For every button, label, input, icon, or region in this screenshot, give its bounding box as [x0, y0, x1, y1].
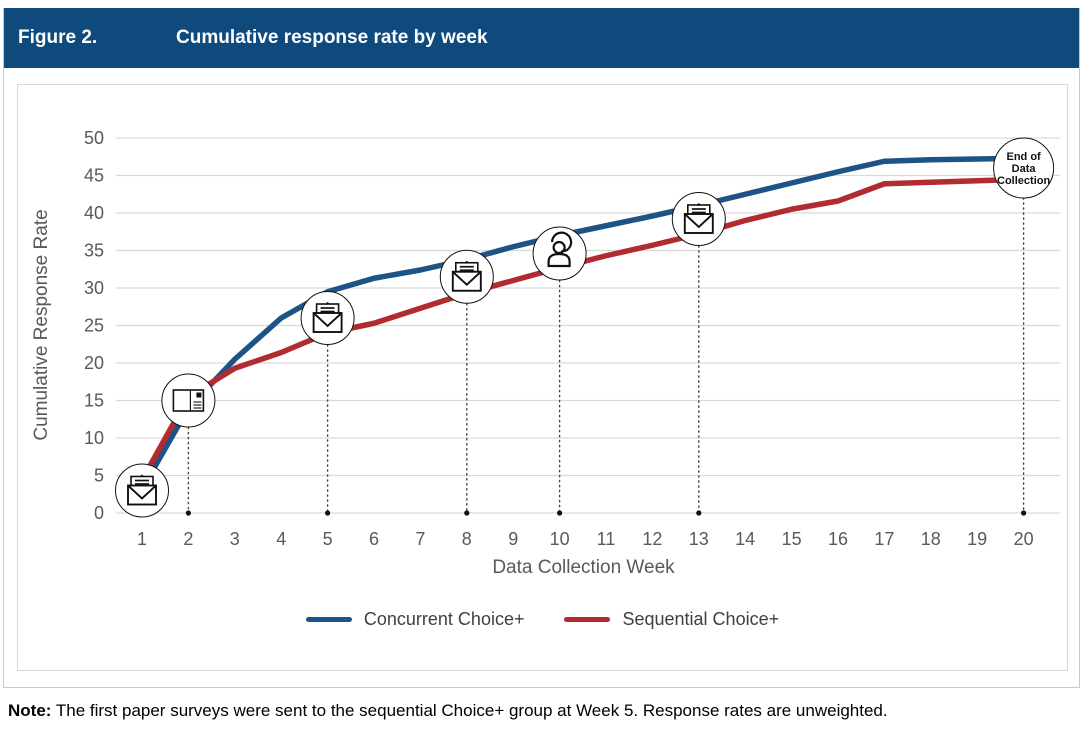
x-tick-label: 16: [828, 529, 848, 549]
x-tick-label: 14: [735, 529, 755, 549]
x-tick-label: 2: [183, 529, 193, 549]
x-tick-label: 20: [1014, 529, 1034, 549]
end-label-line: Collection: [997, 175, 1050, 187]
baseline-dot: [185, 510, 191, 516]
baseline-dot: [696, 510, 702, 516]
y-tick-label: 50: [84, 128, 104, 148]
end-label-line: Data: [1012, 163, 1037, 175]
y-axis-title: Cumulative Response Rate: [31, 209, 52, 441]
x-axis-title: Data Collection Week: [492, 557, 675, 578]
y-tick-label: 20: [84, 353, 104, 373]
y-tick-label: 10: [84, 428, 104, 448]
figure-title: Cumulative response rate by week: [176, 27, 488, 48]
envelope-fold: [312, 312, 343, 328]
baseline-dot: [325, 510, 331, 516]
envelope-body: [127, 484, 157, 506]
x-tick-label: 1: [137, 529, 147, 549]
open-envelope-icon: [439, 249, 494, 304]
open-envelope-icon: [115, 463, 169, 518]
y-tick-label: 35: [84, 241, 104, 261]
x-tick-label: 4: [276, 529, 286, 549]
x-tick-label: 10: [550, 529, 570, 549]
envelope-fold: [684, 213, 714, 229]
x-tick-label: 6: [369, 529, 379, 549]
y-tick-label: 0: [94, 503, 104, 523]
x-tick-label: 3: [230, 529, 240, 549]
x-tick-label: 7: [415, 529, 425, 549]
envelope-fold: [452, 271, 482, 287]
y-tick-label: 25: [84, 316, 104, 336]
x-tick-label: 19: [967, 529, 987, 549]
envelope-body: [683, 213, 714, 234]
sequential-choice-line: [139, 176, 1027, 483]
envelope-body: [451, 270, 482, 292]
legend-label: Sequential Choice+: [622, 609, 780, 629]
open-envelope-icon: [300, 291, 355, 345]
note-label: Note:: [8, 701, 52, 720]
note-text: The first paper surveys were sent to the…: [51, 701, 888, 720]
open-envelope-icon: [671, 192, 726, 246]
x-tick-label: 9: [508, 529, 518, 549]
figure-header: Figure 2. Cumulative response rate by we…: [4, 8, 1079, 68]
x-tick-label: 13: [689, 529, 709, 549]
baseline-dot: [1021, 510, 1027, 516]
chart-legend: Concurrent Choice+ Sequential Choice+: [18, 609, 1067, 630]
concurrent-choice-line: [139, 155, 1027, 492]
postcard-outline: [172, 389, 205, 412]
legend-item-concurrent: Concurrent Choice+: [305, 609, 525, 630]
legend-item-sequential: Sequential Choice+: [564, 609, 779, 630]
headset-curve: [551, 231, 573, 253]
legend-label: Concurrent Choice+: [363, 609, 525, 629]
legend-swatch: [564, 617, 611, 622]
end-label-line: End of: [1006, 151, 1041, 163]
x-tick-label: 11: [597, 529, 616, 549]
envelope-fold: [127, 484, 157, 500]
y-tick-label: 30: [84, 278, 104, 298]
figure-number: Figure 2.: [18, 27, 98, 48]
x-tick-label: 17: [874, 529, 894, 549]
x-tick-label: 15: [782, 529, 802, 549]
baseline-dot: [464, 510, 470, 516]
y-tick-label: 45: [84, 166, 104, 186]
figure-container: Figure 2. Cumulative response rate by we…: [3, 8, 1080, 688]
x-tick-label: 12: [642, 529, 662, 549]
legend-swatch: [305, 617, 352, 622]
x-tick-label: 8: [462, 529, 472, 549]
y-tick-label: 40: [84, 203, 104, 223]
shoulders: [547, 252, 571, 268]
x-tick-label: 5: [323, 529, 333, 549]
y-tick-label: 15: [84, 391, 104, 411]
envelope-body: [312, 312, 343, 333]
interviewer-icon: [532, 226, 587, 281]
chart-panel: 0 5 10 15 20 25 30 35 40 45 50 1 2 3 4 5 6 7 8 9 10 11 12 13 14 1…: [17, 84, 1068, 671]
y-tick-label: 5: [94, 466, 104, 486]
icon-circle: [993, 137, 1055, 199]
postcard-icon: [161, 373, 216, 428]
stamp: [196, 392, 202, 398]
baseline-dot: [557, 510, 563, 516]
figure-note: Note: The first paper surveys were sent …: [8, 701, 888, 721]
x-tick-label: 18: [921, 529, 941, 549]
